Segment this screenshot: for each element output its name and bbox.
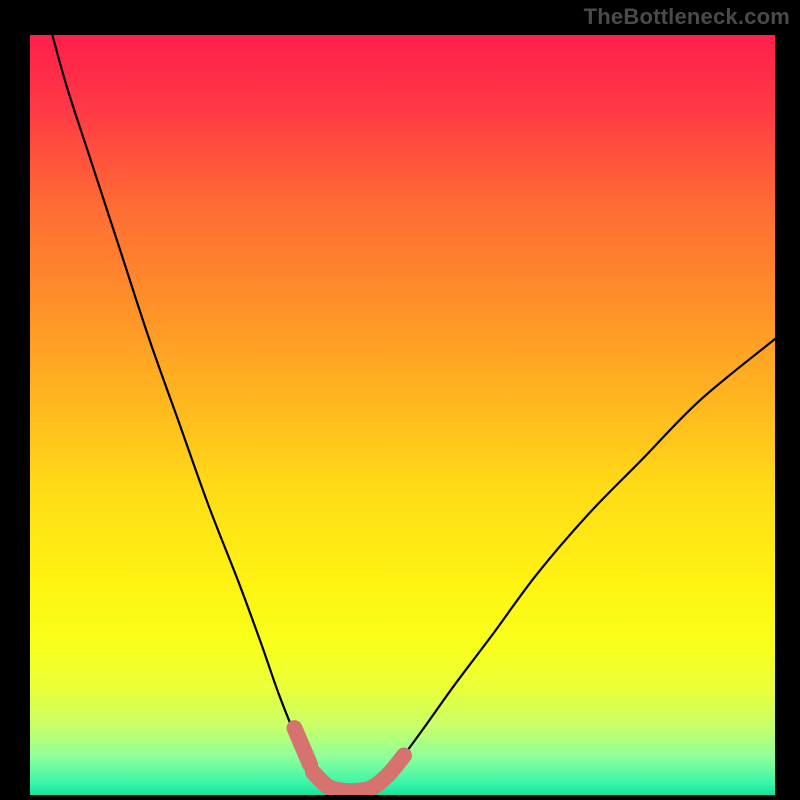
chart-svg [30, 35, 775, 795]
chart-background [30, 35, 775, 795]
watermark-text: TheBottleneck.com [584, 4, 790, 30]
viewport: TheBottleneck.com [0, 0, 800, 800]
chart-container [30, 35, 775, 795]
